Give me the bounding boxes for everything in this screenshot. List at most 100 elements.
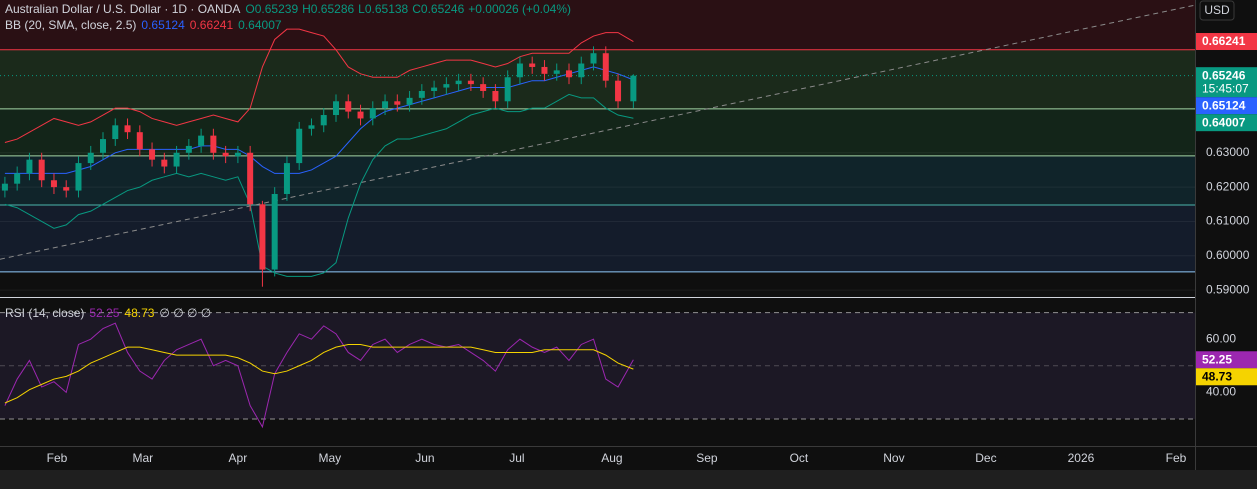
candle-body bbox=[173, 152, 180, 167]
x-tick-label: Oct bbox=[790, 451, 809, 465]
bollinger-line bbox=[4, 28, 634, 143]
x-tick-label: Nov bbox=[883, 451, 904, 465]
ohlc-value: +0.00026 (+0.04%) bbox=[468, 2, 572, 16]
rsi-values: 52.25 48.73 bbox=[89, 306, 154, 320]
candle-body bbox=[50, 180, 57, 188]
candle-body bbox=[443, 84, 450, 88]
price-badge-label: 52.25 bbox=[1202, 352, 1232, 366]
candle-body bbox=[382, 101, 389, 109]
candle-body bbox=[14, 173, 21, 184]
x-tick-label: Mar bbox=[133, 451, 154, 465]
candle-body bbox=[63, 187, 70, 191]
ohlc-value: O0.65239 bbox=[245, 2, 299, 16]
candle-body bbox=[492, 90, 499, 102]
bb-value: 0.66241 bbox=[189, 18, 234, 32]
ohlc-value: H0.65286 bbox=[302, 2, 355, 16]
y-tick-label: 0.61000 bbox=[1206, 214, 1250, 228]
candle-body bbox=[87, 152, 94, 164]
y-tick-label: 0.63000 bbox=[1206, 145, 1250, 159]
ohlc-value: L0.65138 bbox=[358, 2, 409, 16]
price-badge-label: 0.64007 bbox=[1202, 115, 1246, 129]
x-tick-label: Dec bbox=[975, 451, 996, 465]
price-badge bbox=[1196, 351, 1257, 369]
candle-body bbox=[112, 125, 119, 140]
candle-body bbox=[296, 128, 303, 164]
x-tick-label: Aug bbox=[601, 451, 622, 465]
price-badge-label: 0.65246 bbox=[1202, 68, 1246, 82]
bb-value: 0.65124 bbox=[141, 18, 185, 32]
rsi-label: RSI (14, close) bbox=[5, 306, 85, 320]
currency-box[interactable] bbox=[1199, 0, 1235, 21]
rsi-line bbox=[4, 343, 634, 404]
candle-body bbox=[529, 63, 536, 67]
candle-body bbox=[394, 101, 401, 105]
candle-body bbox=[210, 135, 217, 153]
candle-body bbox=[124, 125, 131, 133]
rsi-pane bbox=[0, 312, 1195, 429]
y-tick-label: 0.60000 bbox=[1206, 248, 1250, 262]
candle-body bbox=[185, 145, 192, 153]
candle-body bbox=[222, 152, 229, 157]
candle-body bbox=[345, 101, 352, 112]
zone bbox=[0, 49, 1195, 109]
candle-body bbox=[565, 70, 572, 78]
price-legend: Australian Dollar / U.S. Dollar · 1D · O… bbox=[5, 2, 571, 16]
candle-body bbox=[418, 90, 425, 98]
candle-body bbox=[516, 63, 523, 78]
candle-body bbox=[259, 204, 266, 270]
candle-body bbox=[75, 163, 82, 191]
ohlc-values: O0.65239 H0.65286 L0.65138 C0.65246 +0.00026… bbox=[245, 2, 571, 16]
zone bbox=[0, 108, 1195, 156]
x-tick-label: Feb bbox=[1166, 451, 1187, 465]
bb-label: BB (20, SMA, close, 2.5) bbox=[5, 18, 137, 32]
candle-body bbox=[198, 135, 205, 146]
rsi-tick-label: 40.00 bbox=[1206, 385, 1236, 399]
candle-body bbox=[590, 53, 597, 64]
bollinger-line bbox=[4, 93, 634, 277]
rsi-legend-tail: ∅ ∅ ∅ ∅ bbox=[159, 306, 212, 320]
candle-body bbox=[630, 75, 637, 102]
candle-body bbox=[1, 183, 8, 191]
candle-body bbox=[271, 193, 278, 270]
x-tick-label: Jun bbox=[415, 451, 434, 465]
candle-body bbox=[406, 97, 413, 105]
price-badge-label: 0.66241 bbox=[1202, 34, 1246, 48]
candle-body bbox=[100, 139, 107, 153]
symbol-title: Australian Dollar / U.S. Dollar · 1D · O… bbox=[5, 2, 241, 16]
candle-body bbox=[38, 159, 45, 181]
time-axis-bg bbox=[0, 447, 1257, 470]
y-tick-label: 0.62000 bbox=[1206, 179, 1250, 193]
candle-body bbox=[149, 149, 156, 160]
x-tick-label: Apr bbox=[229, 451, 248, 465]
rsi-band bbox=[0, 312, 1195, 419]
candle-body bbox=[467, 80, 474, 85]
price-pane bbox=[0, 0, 1195, 291]
rsi-line bbox=[4, 322, 634, 429]
price-badge bbox=[1196, 97, 1257, 115]
trendline bbox=[0, 4, 1195, 260]
price-badge bbox=[1196, 33, 1257, 51]
candle-body bbox=[234, 152, 241, 157]
bb-value: 0.64007 bbox=[238, 18, 282, 32]
countdown: 15:45:07 bbox=[1202, 81, 1249, 95]
x-tick-label: May bbox=[319, 451, 342, 465]
candle-body bbox=[283, 163, 290, 194]
candle-body bbox=[136, 132, 143, 150]
y-tick-label: 0.59000 bbox=[1206, 282, 1250, 296]
candle-body bbox=[602, 53, 609, 81]
rsi-legend: RSI (14, close) 52.25 48.73 ∅ ∅ ∅ ∅ bbox=[5, 306, 211, 320]
bb-values: 0.65124 0.66241 0.64007 bbox=[141, 18, 281, 32]
candle-body bbox=[455, 80, 462, 85]
candle-body bbox=[332, 101, 339, 116]
rsi-value: 48.73 bbox=[124, 306, 155, 320]
bb-legend: BB (20, SMA, close, 2.5) 0.65124 0.66241 0… bbox=[5, 18, 282, 32]
candle-body bbox=[553, 70, 560, 74]
rsi-tick-label: 60.00 bbox=[1206, 331, 1236, 345]
candle-body bbox=[26, 159, 33, 174]
x-tick-label: Feb bbox=[47, 451, 68, 465]
candle-body bbox=[369, 108, 376, 119]
currency: USD bbox=[1204, 3, 1230, 17]
candle-body bbox=[541, 66, 548, 74]
